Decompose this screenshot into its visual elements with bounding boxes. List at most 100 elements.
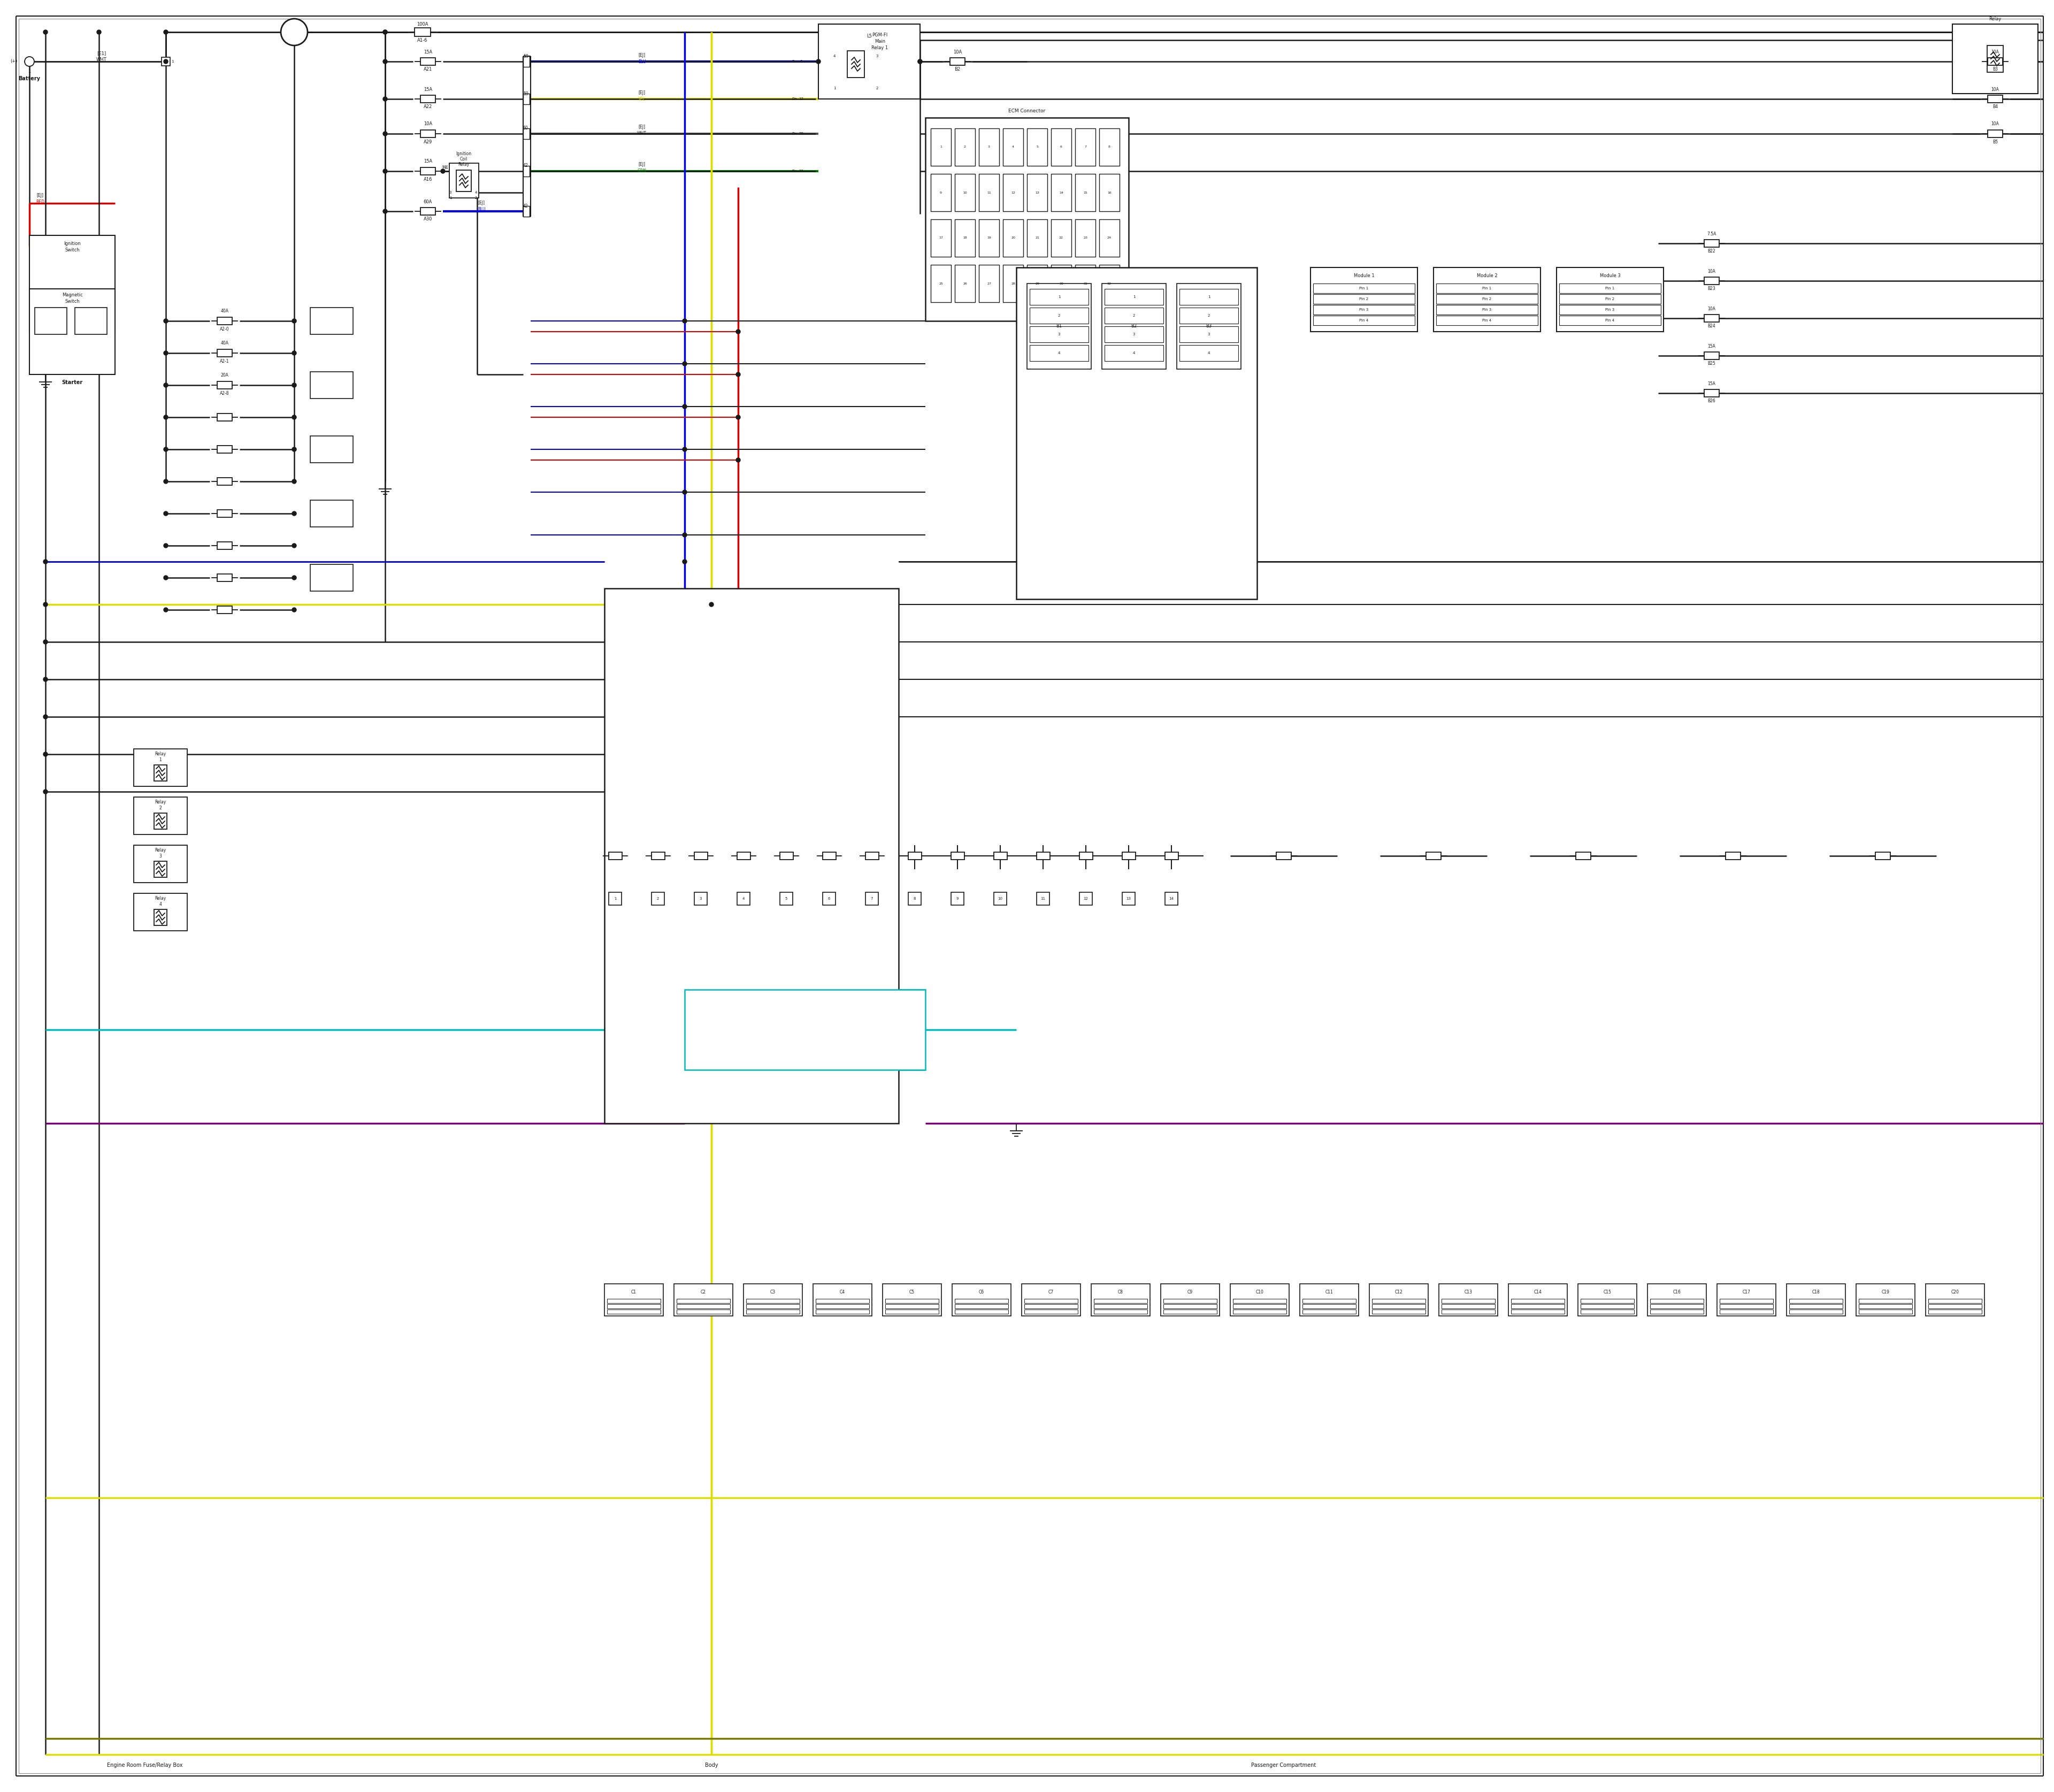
Text: 4: 4	[1208, 351, 1210, 355]
Text: 8: 8	[914, 898, 916, 900]
Bar	[1649, 1310, 1703, 1314]
Text: Pin 4: Pin 4	[1360, 319, 1368, 323]
Bar	[218, 446, 232, 453]
Bar	[1052, 174, 1072, 211]
Circle shape	[43, 30, 47, 34]
Bar	[1705, 240, 1719, 247]
Text: 10A: 10A	[1990, 122, 1999, 127]
Circle shape	[164, 478, 168, 484]
Text: C8: C8	[1117, 1290, 1124, 1294]
Text: WHT: WHT	[637, 131, 647, 136]
Text: Dn: Dn	[791, 59, 797, 63]
Text: T1: T1	[164, 59, 168, 63]
Text: 20A: 20A	[220, 373, 228, 378]
Text: Relay
3: Relay 3	[154, 848, 166, 858]
Bar	[1859, 1310, 1912, 1314]
Text: 8: 8	[1109, 145, 1111, 149]
Circle shape	[682, 448, 686, 452]
Text: 10A: 10A	[953, 50, 961, 54]
Bar	[1074, 129, 1095, 167]
Bar	[951, 853, 963, 860]
Circle shape	[735, 373, 739, 376]
Bar	[651, 853, 665, 860]
Circle shape	[43, 753, 47, 756]
Text: 15A: 15A	[1707, 344, 1715, 348]
Bar	[694, 853, 707, 860]
Text: C20: C20	[1951, 1290, 1960, 1294]
Text: Pin 3: Pin 3	[1360, 308, 1368, 312]
Bar	[1002, 174, 1023, 211]
Bar	[1787, 1283, 1844, 1315]
Bar	[1310, 267, 1417, 332]
Bar	[1725, 853, 1740, 860]
Text: B3: B3	[1206, 324, 1212, 328]
Bar	[1719, 1299, 1773, 1303]
Bar	[1052, 265, 1072, 303]
Text: (+): (+)	[10, 59, 18, 65]
Bar	[1027, 129, 1048, 167]
Text: 1: 1	[450, 197, 452, 199]
Text: 10A: 10A	[1990, 50, 1999, 54]
Text: A30: A30	[423, 217, 431, 222]
Bar	[524, 167, 530, 177]
Text: 12: 12	[799, 97, 803, 100]
Bar	[676, 1299, 729, 1303]
Bar	[154, 862, 166, 878]
Bar	[1705, 278, 1719, 285]
Text: 4: 4	[741, 898, 746, 900]
Text: 20: 20	[1011, 237, 1015, 240]
Text: Main: Main	[875, 39, 885, 43]
Bar	[1512, 1305, 1565, 1308]
Text: 16: 16	[1107, 192, 1111, 194]
Bar	[1313, 305, 1415, 315]
Bar	[1582, 1305, 1635, 1308]
Text: 2: 2	[1134, 314, 1136, 317]
Bar	[1105, 289, 1163, 305]
Bar	[1434, 267, 1540, 332]
Text: Body: Body	[705, 1763, 719, 1769]
Text: YEL: YEL	[639, 97, 645, 102]
Bar	[865, 853, 879, 860]
Bar	[930, 265, 951, 303]
Circle shape	[682, 319, 686, 323]
Text: Switch: Switch	[66, 247, 80, 253]
Bar	[1029, 326, 1089, 342]
Circle shape	[382, 30, 388, 34]
Text: 5: 5	[1035, 145, 1037, 149]
Text: Pin 2: Pin 2	[1360, 297, 1368, 301]
Bar	[885, 1310, 939, 1314]
Text: 3: 3	[450, 192, 452, 194]
Circle shape	[292, 448, 296, 452]
Circle shape	[164, 543, 168, 548]
Bar	[1052, 219, 1072, 256]
Circle shape	[164, 319, 168, 323]
Bar	[1105, 308, 1163, 324]
Bar	[421, 208, 435, 215]
Text: 1: 1	[834, 86, 836, 90]
Bar	[1436, 283, 1538, 294]
Bar	[218, 573, 232, 581]
Circle shape	[292, 319, 296, 323]
Text: 22: 22	[1060, 237, 1064, 240]
Bar	[846, 50, 865, 77]
Bar	[1027, 265, 1048, 303]
Text: Pin 2: Pin 2	[1483, 297, 1491, 301]
Text: 7: 7	[1085, 145, 1087, 149]
Text: 42: 42	[524, 204, 528, 208]
Bar	[746, 1305, 799, 1308]
Text: 21: 21	[1035, 237, 1039, 240]
Bar	[1276, 853, 1292, 860]
Bar	[815, 1305, 869, 1308]
Bar	[1649, 1299, 1703, 1303]
Circle shape	[735, 459, 739, 462]
Text: C11: C11	[1325, 1290, 1333, 1294]
Text: A2-8: A2-8	[220, 391, 230, 396]
Text: B2: B2	[955, 66, 961, 72]
Bar	[608, 1305, 661, 1308]
Bar	[134, 797, 187, 835]
Bar	[1052, 129, 1072, 167]
Circle shape	[382, 30, 388, 34]
Bar	[1177, 283, 1241, 369]
Bar	[1232, 1305, 1286, 1308]
Bar	[1647, 1283, 1707, 1315]
